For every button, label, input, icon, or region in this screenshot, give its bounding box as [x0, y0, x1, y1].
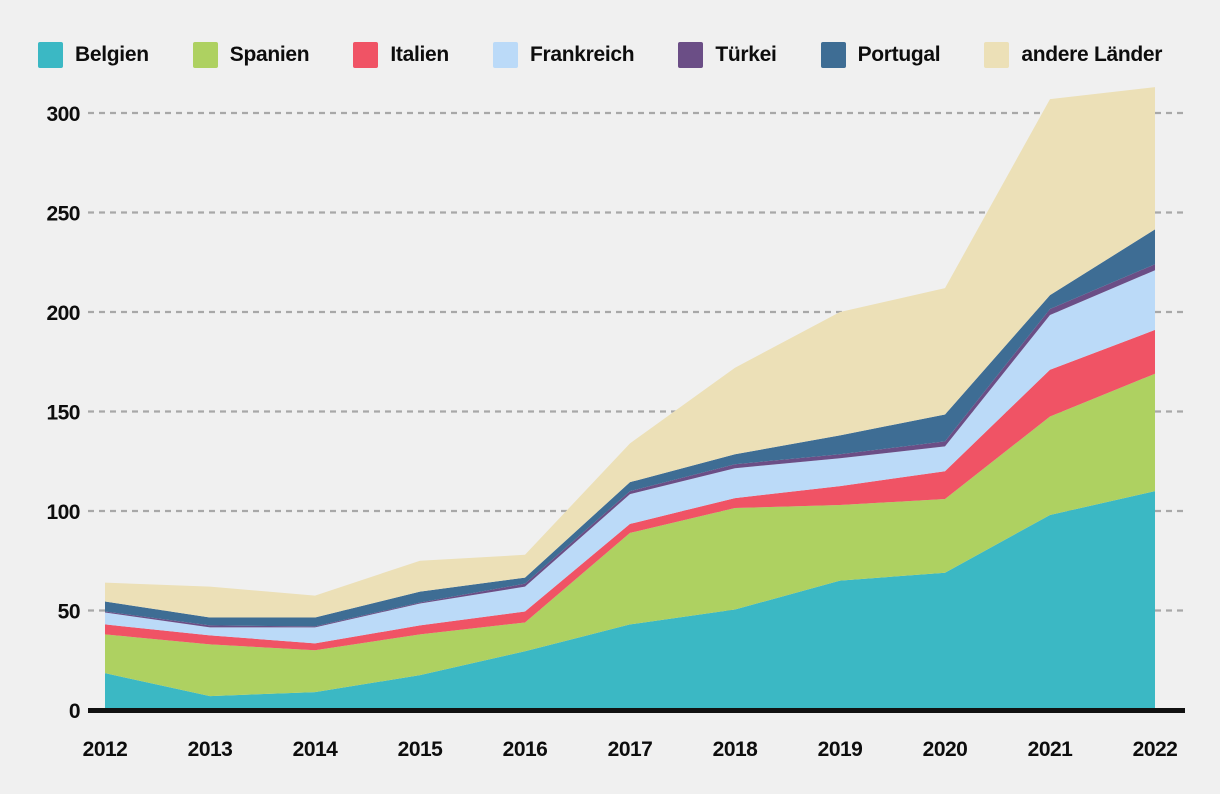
legend-swatch-icon: [678, 42, 704, 68]
legend-swatch-icon: [192, 42, 218, 68]
x-tick-label-2018: 2018: [713, 738, 759, 761]
legend-item-italien: Italien: [353, 42, 449, 68]
x-axis-line: [88, 708, 1185, 713]
area-band-andere-l-nder: [105, 87, 1155, 618]
area-band-belgien: [105, 491, 1155, 710]
x-tick-label-2020: 2020: [923, 738, 968, 761]
area-band-italien: [105, 329, 1155, 651]
legend-item-portugal: Portugal: [820, 42, 941, 68]
x-tick-label-2013: 2013: [188, 738, 233, 761]
legend-label: andere Länder: [1021, 43, 1163, 66]
legend-swatch-icon: [492, 42, 518, 68]
x-tick-label-2021: 2021: [1028, 738, 1074, 761]
legend-label: Türkei: [715, 43, 777, 66]
legend-item-andere-l-nder: andere Länder: [984, 42, 1162, 68]
legend-swatch-icon: [38, 42, 63, 68]
x-tick-label-2022: 2022: [1133, 738, 1178, 761]
y-tick-label-300: 300: [46, 103, 80, 126]
legend-item-t-rkei: Türkei: [678, 42, 777, 68]
y-tick-label-150: 150: [46, 402, 80, 425]
y-tick-label-0: 0: [69, 700, 80, 723]
legend-label: Belgien: [75, 43, 149, 66]
legend-swatch-icon: [820, 42, 846, 68]
legend-label: Frankreich: [529, 43, 635, 66]
legend-label: Italien: [390, 43, 449, 66]
legend-swatch-icon: [984, 42, 1010, 68]
area-band-t-rkei: [105, 264, 1155, 628]
x-tick-label-2016: 2016: [503, 738, 548, 761]
area-band-portugal: [105, 229, 1155, 627]
legend-label: Spanien: [229, 43, 310, 66]
legend-label: Portugal: [857, 43, 941, 66]
x-tick-label-2012: 2012: [83, 738, 128, 761]
x-tick-label-2014: 2014: [293, 738, 339, 761]
legend-item-frankreich: Frankreich: [492, 42, 635, 68]
area-band-spanien: [105, 373, 1155, 697]
x-tick-label-2019: 2019: [818, 738, 863, 761]
y-tick-label-200: 200: [46, 302, 80, 325]
x-tick-label-2017: 2017: [608, 738, 653, 761]
legend-item-belgien: Belgien: [38, 42, 149, 68]
area-band-frankreich: [105, 270, 1155, 644]
y-tick-label-250: 250: [46, 203, 80, 226]
legend-item-spanien: Spanien: [192, 42, 310, 68]
x-tick-label-2015: 2015: [398, 738, 444, 761]
y-tick-label-50: 50: [58, 601, 80, 624]
chart-legend: Belgien Spanien Italien Frankreich Türkei Por…: [38, 42, 1162, 68]
legend-swatch-icon: [353, 42, 379, 68]
y-tick-label-100: 100: [46, 501, 80, 524]
